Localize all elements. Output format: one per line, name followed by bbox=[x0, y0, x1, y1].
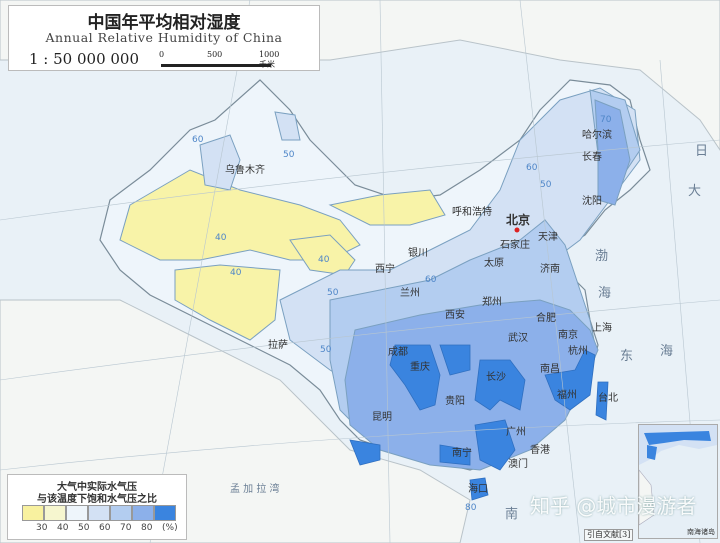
zone-below-40 bbox=[174, 264, 281, 341]
city-label: 乌鲁木齐 bbox=[225, 165, 265, 176]
city-label: 福州 bbox=[557, 390, 577, 401]
title-chinese: 中国年平均相对湿度 bbox=[87, 13, 241, 33]
capital-marker bbox=[514, 227, 520, 233]
city-label: 兰州 bbox=[400, 288, 420, 299]
city-label: 上海 bbox=[592, 323, 612, 334]
scale-bar: 0 500 1000 千米 bbox=[159, 50, 279, 70]
legend-tick: 40 bbox=[57, 523, 69, 533]
legend-swatch bbox=[88, 505, 110, 521]
legend-swatch bbox=[66, 505, 88, 521]
contour-label: 50 bbox=[327, 288, 339, 298]
legend-swatch bbox=[154, 505, 176, 521]
city-label: 西宁 bbox=[375, 264, 395, 275]
city-label: 广州 bbox=[506, 427, 526, 438]
sea-label: 海 bbox=[660, 344, 674, 359]
sea-label: 东 bbox=[620, 349, 634, 364]
contour-label: 60 bbox=[526, 163, 538, 173]
city-label: 长沙 bbox=[486, 372, 506, 383]
contour-label: 40 bbox=[215, 233, 227, 243]
zone-50-60 bbox=[274, 111, 301, 141]
city-label: 杭州 bbox=[568, 346, 588, 357]
city-label: 天津 bbox=[538, 232, 558, 243]
legend-tick: 80 bbox=[141, 523, 153, 533]
city-label: 济南 bbox=[540, 264, 560, 275]
city-label: 南昌 bbox=[540, 364, 560, 375]
city-label: 南宁 bbox=[452, 448, 472, 459]
city-label: 西安 bbox=[445, 310, 465, 321]
city-label: 哈尔滨 bbox=[582, 130, 612, 141]
title-english: Annual Relative Humidity of China bbox=[45, 30, 283, 45]
city-label: 北京 bbox=[506, 213, 531, 227]
map-scale: 1 : 50 000 000 bbox=[29, 50, 140, 68]
city-label: 拉萨 bbox=[268, 340, 288, 351]
legend-swatches bbox=[22, 505, 176, 521]
legend-ticks: 30 40 50 60 70 80 (%) bbox=[36, 523, 183, 533]
sea-label: 渤 bbox=[595, 249, 609, 264]
city-label: 成都 bbox=[388, 347, 408, 358]
city-label: 昆明 bbox=[372, 412, 392, 423]
legend-tick: (%) bbox=[162, 523, 178, 533]
inset-map bbox=[639, 425, 717, 526]
sea-label: 日 bbox=[695, 144, 709, 159]
contour-label: 60 bbox=[192, 135, 204, 145]
legend-tick: 70 bbox=[120, 523, 132, 533]
scale-tick: 0 bbox=[159, 50, 165, 59]
contour-label: 70 bbox=[600, 115, 612, 125]
city-label: 石家庄 bbox=[500, 240, 530, 251]
sea-label: 南 bbox=[505, 507, 519, 522]
city-label: 澳门 bbox=[508, 459, 528, 470]
contour-label: 80 bbox=[465, 503, 477, 513]
city-label: 银川 bbox=[408, 248, 428, 259]
city-label: 武汉 bbox=[508, 333, 528, 344]
city-label: 郑州 bbox=[482, 297, 502, 308]
city-label: 沈阳 bbox=[582, 196, 602, 207]
sea-label: 大 bbox=[688, 184, 702, 199]
legend-swatch bbox=[22, 505, 44, 521]
city-label: 贵阳 bbox=[445, 396, 465, 407]
city-label: 合肥 bbox=[536, 313, 556, 324]
city-label: 重庆 bbox=[410, 362, 430, 373]
legend-swatch bbox=[44, 505, 66, 521]
source-note: 引自文献[3] bbox=[584, 529, 634, 541]
contour-label: 50 bbox=[283, 150, 295, 160]
city-label: 香港 bbox=[530, 445, 550, 456]
contour-label: 60 bbox=[425, 275, 437, 285]
legend-tick: 50 bbox=[78, 523, 90, 533]
contour-label: 40 bbox=[230, 268, 242, 278]
legend-swatch bbox=[132, 505, 154, 521]
city-label: 长春 bbox=[582, 152, 602, 163]
legend-caption: 大气中实际水气压 bbox=[57, 482, 137, 493]
legend-caption: 与该温度下饱和水气压之比 bbox=[37, 494, 157, 505]
legend-swatch bbox=[110, 505, 132, 521]
contour-label: 50 bbox=[540, 180, 552, 190]
zone-above-80 bbox=[349, 344, 609, 501]
south-china-sea-inset: 南海诸岛 bbox=[638, 424, 718, 539]
scale-bar-line bbox=[161, 64, 271, 67]
legend-tick: 30 bbox=[36, 523, 48, 533]
inset-label: 南海诸岛 bbox=[687, 528, 715, 536]
scale-tick: 500 bbox=[207, 50, 223, 59]
zone-below-40 bbox=[328, 189, 446, 226]
city-label: 呼和浩特 bbox=[452, 207, 492, 218]
legend: 大气中实际水气压 与该温度下饱和水气压之比 30 40 50 60 70 80 (%) bbox=[7, 474, 187, 540]
zone-70-80 bbox=[594, 99, 631, 206]
legend-tick: 60 bbox=[99, 523, 111, 533]
contour-label: 40 bbox=[318, 255, 330, 265]
sea-label: 孟 加 拉 湾 bbox=[230, 484, 280, 495]
city-label: 台北 bbox=[598, 393, 618, 404]
contour-label: 50 bbox=[320, 345, 332, 355]
zone-below-40 bbox=[289, 234, 356, 276]
sea-label: 海 bbox=[598, 286, 612, 301]
city-label: 海口 bbox=[468, 484, 488, 495]
city-label: 南京 bbox=[558, 330, 578, 341]
map-title-box: 中国年平均相对湿度 Annual Relative Humidity of Ch… bbox=[8, 5, 320, 71]
watermark: 知乎 @城市漫游者 bbox=[530, 494, 697, 518]
scale-tick: 1000 千米 bbox=[259, 50, 280, 69]
city-label: 太原 bbox=[484, 258, 504, 269]
